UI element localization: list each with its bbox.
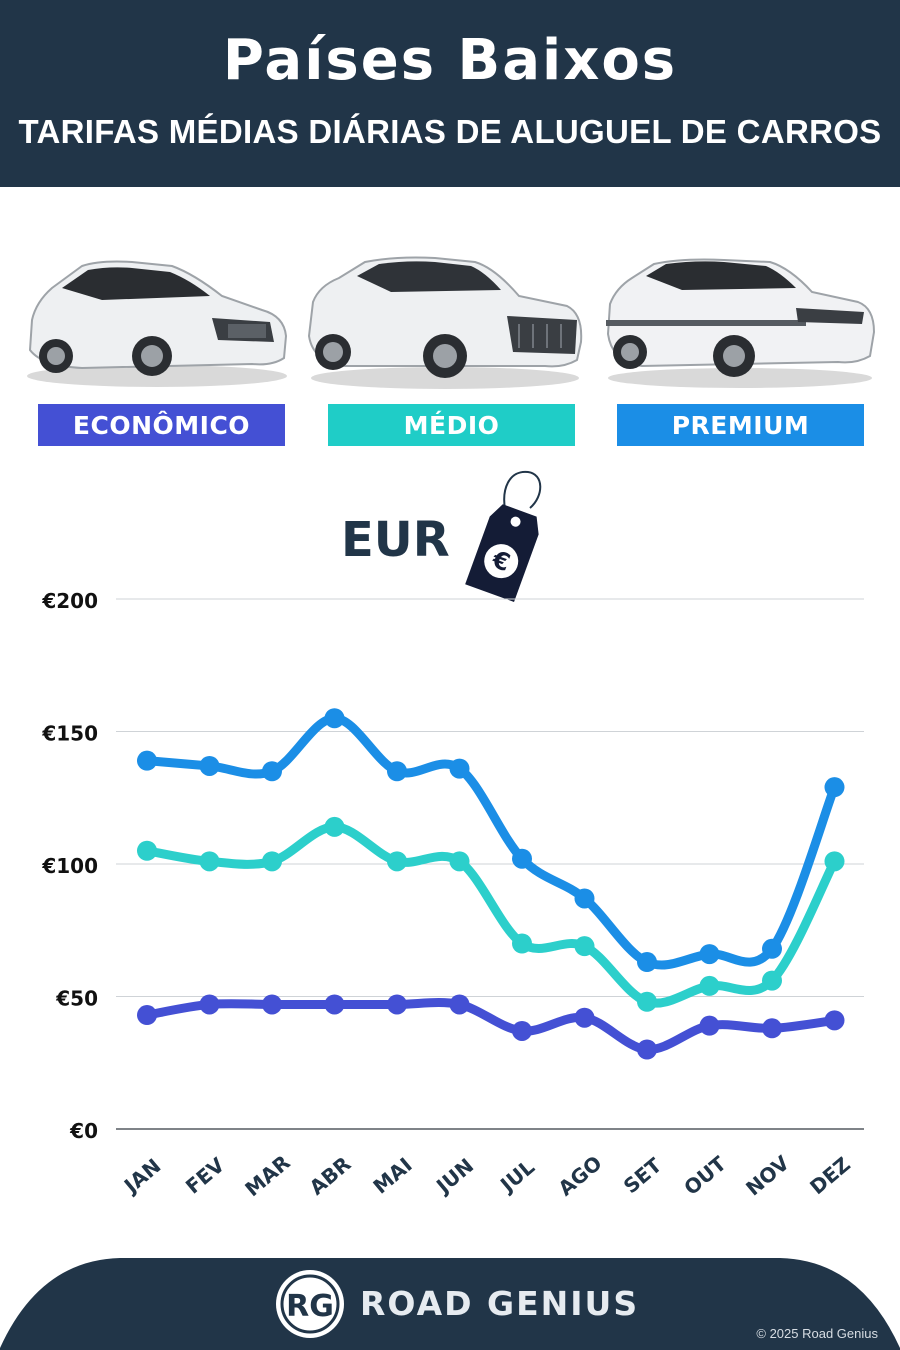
series-line xyxy=(142,713,839,970)
data-point xyxy=(512,933,532,954)
line-chart: €0 €50 €100 €150 €200 JAN FEV MAR ABR MAI JUN JUL A… xyxy=(41,589,864,1201)
y-tick-label: €100 xyxy=(41,854,98,878)
economy-car-image xyxy=(27,260,288,387)
x-tick-label: MAI xyxy=(368,1153,416,1199)
data-point xyxy=(824,777,845,798)
x-tick-label: JUL xyxy=(494,1155,539,1198)
logo-initials: RG xyxy=(286,1289,334,1324)
series-line xyxy=(142,998,839,1054)
x-tick-label: OUT xyxy=(679,1151,731,1200)
x-tick-label: ABR xyxy=(305,1152,356,1200)
data-point xyxy=(637,952,657,973)
y-tick-label: €200 xyxy=(41,589,98,613)
data-point xyxy=(262,761,282,782)
chart-grid xyxy=(116,598,864,1130)
data-point xyxy=(262,994,282,1015)
category-badge-economy: ECONÔMICO xyxy=(38,404,285,446)
data-point xyxy=(699,944,720,965)
data-point xyxy=(574,1007,595,1028)
data-point xyxy=(574,936,595,957)
data-point xyxy=(324,994,345,1015)
x-tick-label: NOV xyxy=(741,1150,794,1200)
data-point xyxy=(762,938,782,959)
y-axis-ticks: €0 €50 €100 €150 €200 xyxy=(41,589,98,1143)
currency-label: EUR xyxy=(341,512,450,568)
premium-car-image xyxy=(606,258,876,388)
data-point xyxy=(449,758,470,779)
data-point xyxy=(387,761,407,782)
data-point xyxy=(699,1015,720,1036)
data-point xyxy=(137,1005,157,1026)
data-point xyxy=(199,851,220,872)
data-point xyxy=(699,975,720,996)
data-point xyxy=(199,755,220,776)
page-subtitle: TARIFAS MÉDIAS DIÁRIAS DE ALUGUEL DE CAR… xyxy=(18,113,882,150)
data-point xyxy=(512,848,532,869)
data-point xyxy=(449,994,470,1015)
data-point xyxy=(262,851,282,872)
x-tick-label: JUN xyxy=(430,1153,478,1199)
data-point xyxy=(637,1039,657,1060)
category-badge-midsize: MÉDIO xyxy=(328,404,575,446)
x-tick-label: MAR xyxy=(240,1150,294,1201)
x-tick-label: JAN xyxy=(118,1154,165,1199)
data-point xyxy=(324,708,345,729)
data-point xyxy=(137,840,157,861)
category-badge-premium: PREMIUM xyxy=(617,404,864,446)
x-tick-label: AGO xyxy=(554,1151,607,1201)
x-tick-label: SET xyxy=(619,1153,667,1198)
y-tick-label: €50 xyxy=(55,987,98,1011)
data-point xyxy=(824,851,845,872)
brand-name: ROAD GENIUS xyxy=(360,1284,640,1323)
data-point xyxy=(449,851,470,872)
series-line xyxy=(142,822,839,1008)
data-point xyxy=(762,1018,782,1039)
page-title: Países Baixos xyxy=(222,28,678,93)
data-point xyxy=(387,851,407,872)
data-point xyxy=(824,1010,845,1031)
data-point xyxy=(512,1020,532,1041)
chart-series xyxy=(137,708,845,1060)
data-point xyxy=(324,816,345,837)
data-point xyxy=(387,994,407,1015)
x-tick-label: FEV xyxy=(181,1152,230,1198)
midsize-car-image xyxy=(307,256,583,389)
price-tag-icon: € xyxy=(465,470,542,602)
footer-band: RG xyxy=(0,1258,900,1350)
header: Países Baixos TARIFAS MÉDIAS DIÁRIAS DE … xyxy=(0,0,900,187)
copyright: © 2025 Road Genius xyxy=(756,1326,878,1341)
x-tick-label: DEZ xyxy=(805,1152,855,1199)
data-point xyxy=(762,970,782,991)
data-point xyxy=(637,991,657,1012)
data-point xyxy=(199,994,220,1015)
data-point xyxy=(137,750,157,771)
y-tick-label: €0 xyxy=(69,1119,98,1143)
y-tick-label: €150 xyxy=(41,722,98,746)
x-axis-ticks: JAN FEV MAR ABR MAI JUN JUL AGO SET OUT NOV DEZ xyxy=(118,1150,855,1201)
data-point xyxy=(574,888,595,909)
